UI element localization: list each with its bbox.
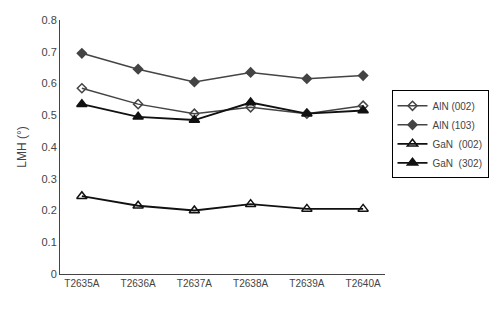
svg-text:0: 0 [51,268,57,280]
svg-text:0.1: 0.1 [42,236,57,248]
svg-text:T2637A: T2637A [177,278,212,289]
svg-text:0.3: 0.3 [42,173,57,185]
svg-text:T2639A: T2639A [289,278,324,289]
svg-text:T2640A: T2640A [346,278,381,289]
svg-text:LMH (°): LMH (°) [15,126,29,167]
svg-text:0.4: 0.4 [42,141,57,153]
svg-text:AlN (002): AlN (002) [433,101,475,112]
svg-text:0.5: 0.5 [42,109,57,121]
svg-text:T2636A: T2636A [121,278,156,289]
svg-text:GaN (002): GaN (002) [433,139,482,150]
svg-text:0.6: 0.6 [42,77,57,89]
svg-text:0.2: 0.2 [42,204,57,216]
svg-text:AlN (103): AlN (103) [433,120,475,131]
svg-text:GaN (302): GaN (302) [433,158,482,169]
svg-text:0.7: 0.7 [42,46,57,58]
svg-text:0.8: 0.8 [42,14,57,26]
svg-text:T2638A: T2638A [233,278,268,289]
svg-text:T2635A: T2635A [64,278,99,289]
